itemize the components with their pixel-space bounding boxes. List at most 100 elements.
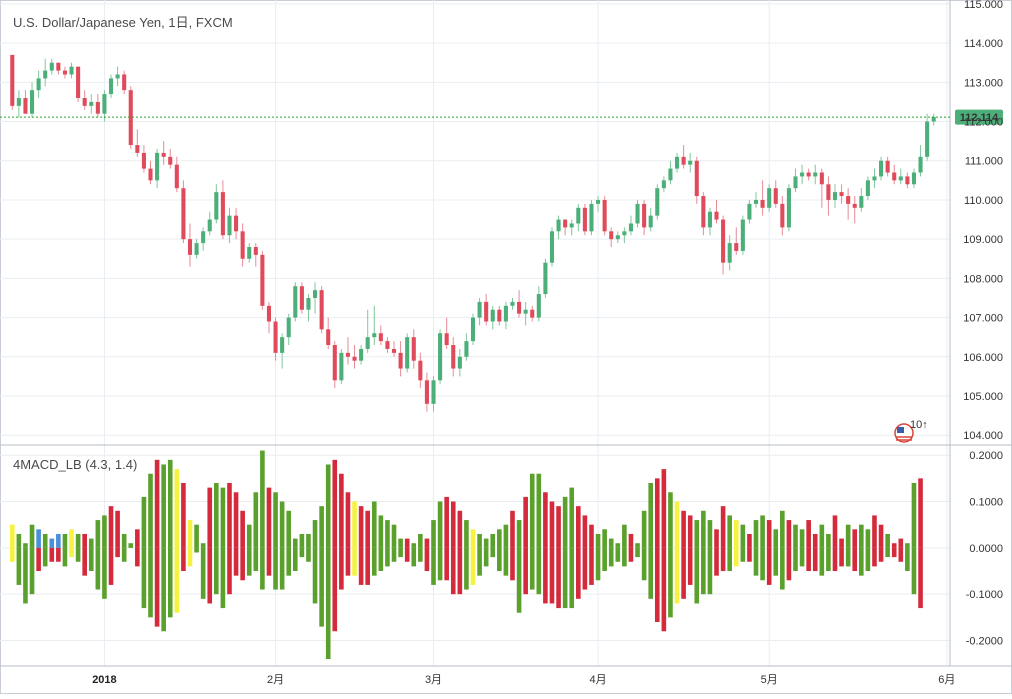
candle <box>464 333 469 361</box>
date-tick-label: 6月 <box>938 674 955 686</box>
candle <box>615 231 620 244</box>
macd-bar-positive <box>181 482 186 548</box>
candle-body <box>234 215 239 232</box>
candle-body <box>510 301 515 306</box>
macd-tick-label: 0.1000 <box>969 497 1003 509</box>
macd-bar-negative <box>365 547 370 585</box>
candle <box>141 145 146 173</box>
candle <box>681 145 686 169</box>
date-tick-label: 2018 <box>92 674 116 686</box>
macd-bar-positive <box>648 482 654 548</box>
candle-body <box>194 243 199 255</box>
candle <box>885 156 890 177</box>
macd-bar-negative <box>437 547 443 581</box>
macd-bar-positive <box>161 464 166 548</box>
last-price-label: 112.114 <box>960 112 999 124</box>
candle-body <box>925 121 930 157</box>
candle <box>220 180 225 240</box>
candle-body <box>444 333 449 346</box>
candle <box>280 333 285 369</box>
candle-body <box>747 203 752 220</box>
macd-bar-negative <box>536 547 542 595</box>
macd-bar <box>654 478 660 622</box>
price-tick-label: 109.000 <box>963 234 1003 246</box>
macd-bar <box>747 533 752 562</box>
candle-body <box>628 223 633 232</box>
macd-bar <box>260 450 265 590</box>
macd-bar-positive <box>806 520 811 548</box>
macd-bar-positive <box>891 543 897 548</box>
macd-bar-positive <box>398 538 403 548</box>
price-tick-label: 110.000 <box>964 195 1003 207</box>
macd-tick-label: -0.1000 <box>966 589 1003 601</box>
macd-bar-negative <box>740 547 746 562</box>
macd-bar-negative <box>200 547 206 599</box>
macd-bar <box>635 543 640 558</box>
macd-bar-negative <box>194 547 199 553</box>
macd-bar-negative <box>694 547 700 604</box>
macd-bar <box>371 501 377 576</box>
macd-bar-positive <box>279 501 285 548</box>
macd-bar-negative <box>444 547 449 581</box>
macd-bar <box>826 533 831 572</box>
macd-bar <box>622 524 627 567</box>
macd-bar-negative <box>108 547 114 585</box>
macd-bar-positive <box>483 538 489 548</box>
candle <box>582 203 587 236</box>
candle <box>418 352 423 389</box>
macd-bar-positive <box>707 520 713 548</box>
candle-body <box>82 98 87 106</box>
macd-bar-positive <box>786 520 792 548</box>
macd-bar-positive <box>536 473 542 548</box>
macd-bar-negative <box>88 547 94 572</box>
candle <box>530 305 535 322</box>
macd-bar-negative <box>720 547 726 572</box>
macd-bar-negative <box>727 547 732 572</box>
candle-body <box>319 290 324 330</box>
candle-body <box>892 172 897 181</box>
candle-body <box>694 160 699 197</box>
candle-body <box>549 231 555 263</box>
candle-body <box>29 90 35 114</box>
macd-bar <box>470 529 476 585</box>
macd-bar-negative <box>227 547 232 595</box>
macd-bar-positive <box>154 459 160 548</box>
macd-bar-positive <box>654 478 660 548</box>
macd-bar-positive <box>450 501 456 548</box>
macd-bar-positive <box>641 510 647 548</box>
macd-bar-positive <box>668 492 673 548</box>
macd-bar-positive <box>773 529 779 548</box>
macd-bar-positive <box>141 496 147 548</box>
candle-body <box>707 211 712 228</box>
candle <box>905 172 910 189</box>
candle-body <box>609 231 614 240</box>
macd-bar-positive <box>240 510 245 548</box>
candle <box>293 282 298 322</box>
macd-bar-positive <box>898 538 904 548</box>
macd-bar-positive <box>490 533 496 548</box>
macd-bar-positive <box>167 459 173 548</box>
candle <box>411 329 416 369</box>
candle <box>806 168 811 181</box>
candle <box>721 215 726 275</box>
candle <box>819 168 824 208</box>
candle-body <box>655 188 660 216</box>
macd-bar-positive <box>253 492 259 548</box>
macd-bar-negative <box>918 547 923 609</box>
candle-body <box>576 207 581 224</box>
price-tick-label: 114.000 <box>964 38 1003 50</box>
macd-bar <box>365 510 370 585</box>
macd-bar-negative <box>9 547 15 562</box>
macd-bar-positive <box>464 520 469 548</box>
macd-bar-negative <box>49 547 55 562</box>
us-flag-event-badge[interactable]: 10↑ <box>894 419 928 443</box>
candle <box>556 215 561 240</box>
candle-body <box>76 66 81 99</box>
macd-bar-negative <box>747 547 752 562</box>
candle <box>648 207 653 232</box>
candle <box>760 180 765 216</box>
candle-body <box>589 203 594 232</box>
macd-bar <box>582 515 588 590</box>
candle-body <box>885 160 890 173</box>
macd-bar-positive <box>187 520 193 548</box>
